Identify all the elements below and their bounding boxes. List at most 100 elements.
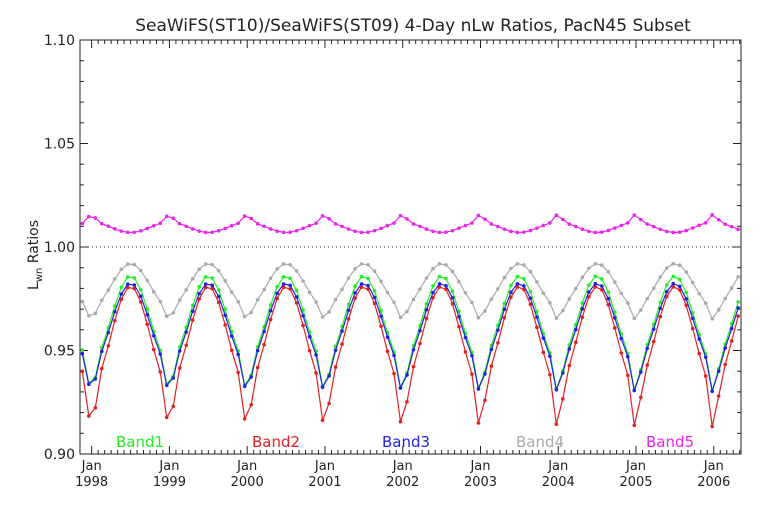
y-axis-label: Lwn Ratios bbox=[26, 220, 45, 290]
data-point-band3 bbox=[197, 291, 202, 296]
data-point-band3 bbox=[216, 294, 221, 299]
data-point-band2 bbox=[463, 350, 468, 354]
data-point-band2 bbox=[340, 342, 344, 346]
data-point-band5 bbox=[632, 213, 637, 217]
data-point-band4 bbox=[333, 297, 338, 302]
data-point-band5 bbox=[606, 228, 611, 233]
data-point-band2 bbox=[470, 372, 474, 376]
data-point-band2 bbox=[457, 324, 461, 329]
data-point-band4 bbox=[710, 317, 714, 321]
data-point-band4 bbox=[567, 297, 572, 301]
data-point-band4 bbox=[437, 262, 442, 266]
data-point-band4 bbox=[398, 315, 403, 320]
data-point-band2 bbox=[392, 371, 396, 376]
legend-band3: Band3 bbox=[382, 433, 430, 451]
data-point-band4 bbox=[561, 308, 565, 313]
data-point-band4 bbox=[229, 290, 234, 294]
data-point-band1 bbox=[515, 274, 520, 279]
data-point-band4 bbox=[255, 298, 260, 302]
data-point-band4 bbox=[509, 266, 513, 271]
data-point-band3 bbox=[677, 284, 682, 289]
data-point-band4 bbox=[587, 266, 591, 271]
data-point-band4 bbox=[392, 300, 396, 305]
data-point-band3 bbox=[236, 352, 240, 357]
data-point-band4 bbox=[483, 309, 487, 313]
data-point-band5 bbox=[307, 223, 312, 228]
data-point-band1 bbox=[684, 290, 689, 295]
data-point-band4 bbox=[314, 300, 318, 304]
data-point-band1 bbox=[125, 275, 130, 279]
data-point-band3 bbox=[470, 353, 474, 358]
data-point-band3 bbox=[580, 307, 585, 311]
data-point-band1 bbox=[197, 285, 202, 289]
data-point-band3 bbox=[515, 281, 520, 286]
data-point-band1 bbox=[353, 284, 357, 289]
data-point-band1 bbox=[132, 276, 137, 280]
data-point-band4 bbox=[164, 314, 169, 318]
data-point-band3 bbox=[100, 349, 104, 354]
data-point-band5 bbox=[80, 221, 85, 226]
data-point-band4 bbox=[736, 275, 740, 279]
data-point-band4 bbox=[80, 299, 85, 304]
data-point-band4 bbox=[658, 275, 663, 279]
data-point-band1 bbox=[288, 276, 292, 281]
data-point-band4 bbox=[554, 316, 559, 320]
data-point-band5 bbox=[229, 223, 234, 228]
data-point-band3 bbox=[294, 295, 299, 299]
x-tick-month: Jan bbox=[469, 459, 490, 474]
data-point-band3 bbox=[242, 384, 247, 389]
data-point-band5 bbox=[210, 230, 214, 235]
data-point-band1 bbox=[203, 275, 208, 279]
data-point-band2 bbox=[236, 370, 240, 375]
data-point-band4 bbox=[268, 276, 273, 281]
data-point-band5 bbox=[405, 217, 409, 221]
data-point-band2 bbox=[346, 317, 351, 321]
data-point-band5 bbox=[496, 224, 500, 229]
data-point-band2 bbox=[580, 315, 585, 320]
data-point-band1 bbox=[528, 289, 533, 294]
data-point-band3 bbox=[489, 347, 494, 352]
data-point-band3 bbox=[203, 282, 208, 286]
data-point-band2 bbox=[658, 314, 663, 319]
data-point-band5 bbox=[463, 223, 468, 228]
data-point-band1 bbox=[444, 276, 448, 281]
data-point-band2 bbox=[307, 348, 312, 353]
data-point-band5 bbox=[411, 222, 416, 226]
data-point-band3 bbox=[320, 385, 325, 389]
x-tick-month: Jan bbox=[81, 459, 102, 474]
data-point-band4 bbox=[145, 278, 150, 283]
series-line-band4 bbox=[81, 263, 739, 321]
data-point-band5 bbox=[132, 230, 137, 235]
data-point-band4 bbox=[548, 300, 552, 305]
data-point-band3 bbox=[587, 290, 591, 294]
data-point-band2 bbox=[158, 370, 163, 374]
chart-title: SeaWiFS(ST10)/SeaWiFS(ST09) 4-Day nLw Ra… bbox=[135, 16, 691, 36]
data-point-band2 bbox=[301, 323, 305, 328]
data-point-band5 bbox=[93, 216, 98, 220]
data-point-band4 bbox=[645, 296, 650, 301]
data-point-band1 bbox=[294, 288, 299, 293]
data-point-band2 bbox=[437, 285, 442, 289]
data-point-band3 bbox=[437, 282, 442, 286]
data-point-band5 bbox=[677, 230, 682, 234]
data-point-band4 bbox=[106, 288, 111, 292]
data-point-band3 bbox=[190, 309, 195, 314]
x-tick-year: 2006 bbox=[697, 475, 730, 490]
data-point-band3 bbox=[431, 290, 435, 295]
data-point-band1 bbox=[587, 283, 591, 288]
data-point-band5 bbox=[242, 214, 247, 218]
x-tick-year: 2002 bbox=[386, 475, 419, 490]
data-point-band5 bbox=[340, 224, 344, 229]
data-point-band2 bbox=[190, 318, 195, 322]
data-point-band4 bbox=[171, 311, 176, 315]
data-point-band5 bbox=[327, 216, 331, 221]
data-point-band3 bbox=[151, 333, 156, 338]
data-point-band5 bbox=[522, 230, 526, 234]
data-point-band3 bbox=[164, 383, 169, 388]
data-point-band4 bbox=[197, 267, 202, 271]
data-point-band2 bbox=[424, 316, 429, 321]
data-point-band2 bbox=[385, 349, 390, 354]
data-point-band2 bbox=[223, 323, 227, 327]
data-point-band4 bbox=[574, 286, 578, 291]
data-point-band3 bbox=[625, 354, 630, 359]
